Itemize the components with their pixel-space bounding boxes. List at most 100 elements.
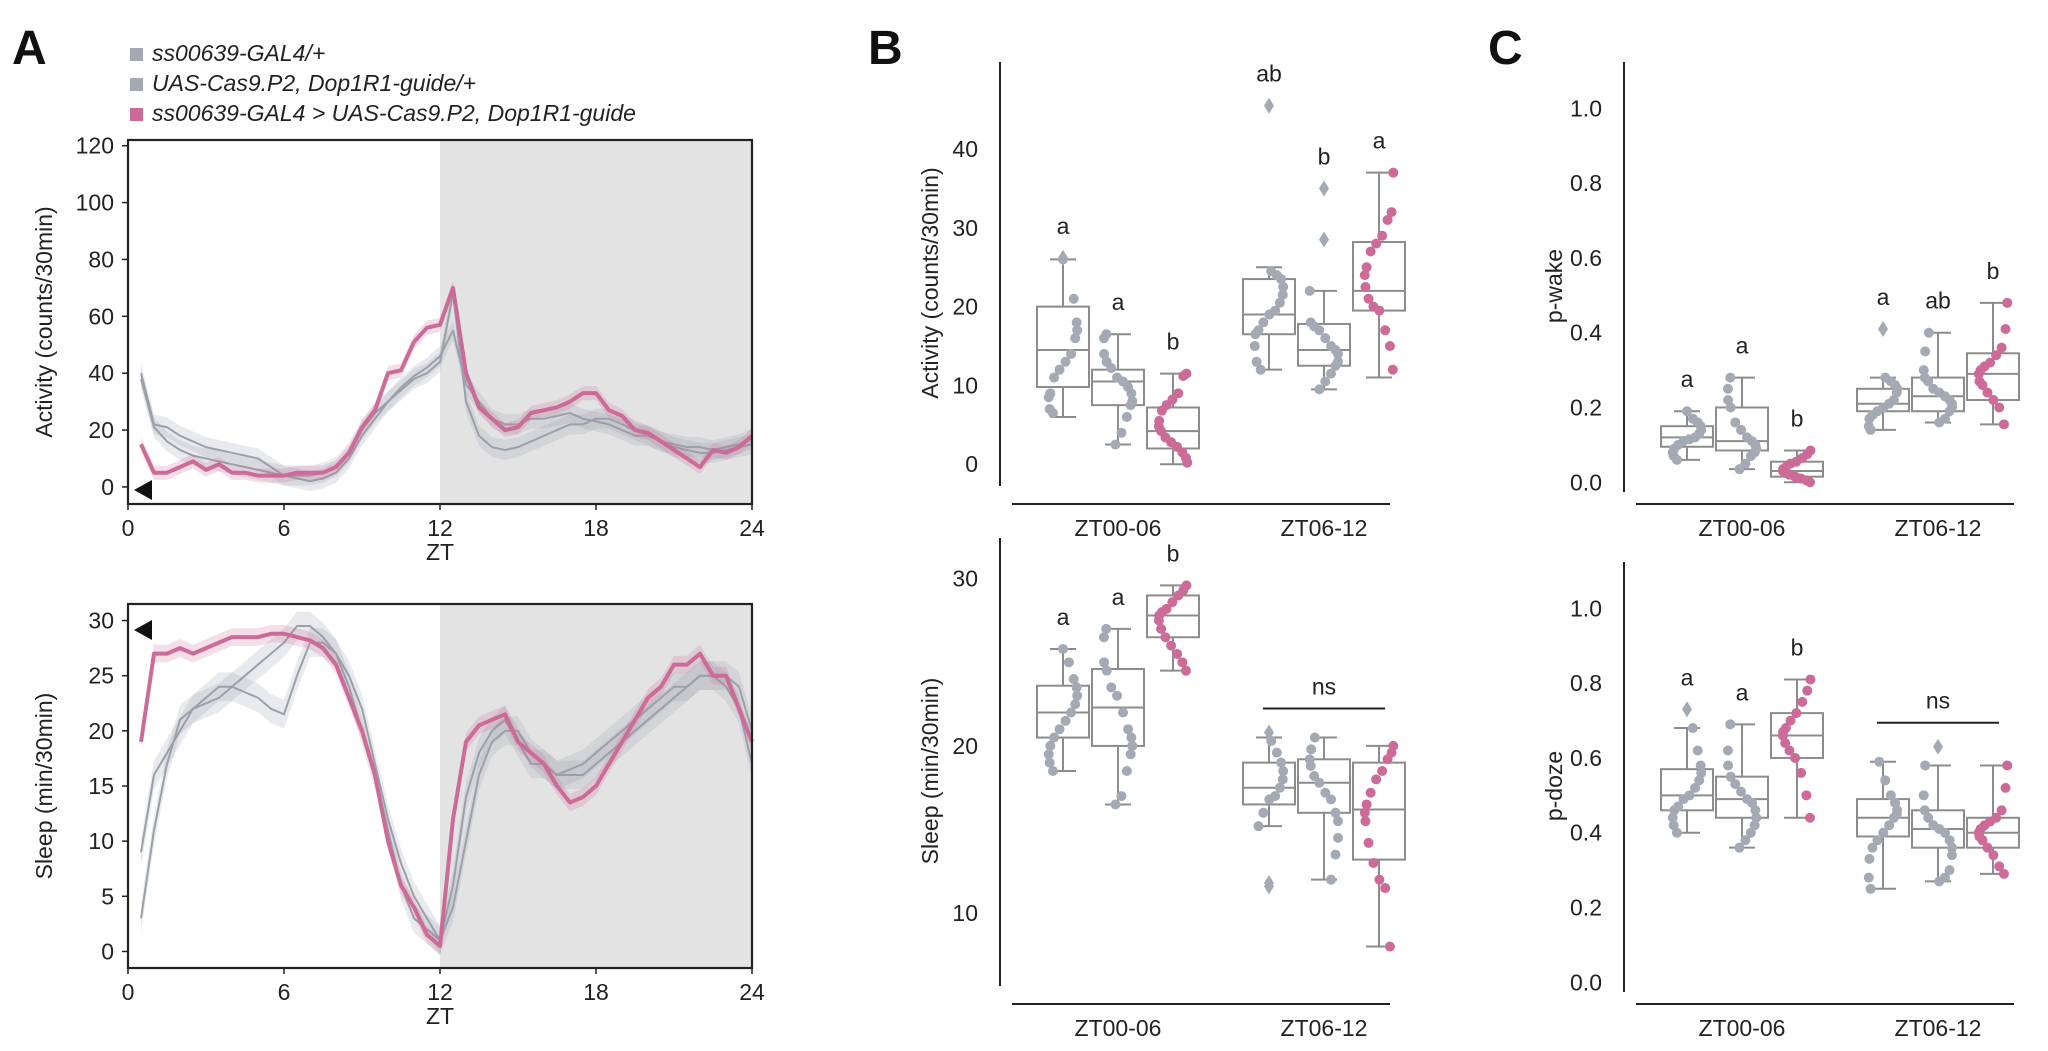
data-point [1382,754,1393,765]
arrowhead-marker [134,620,152,640]
data-point [1099,657,1110,668]
significance-letter: b [1987,258,2000,284]
data-point [1278,281,1289,292]
data-point [1377,230,1388,241]
data-point [1253,821,1264,832]
chart-sleep-timecourse: 0 5 10 15 20 25 30 0 6 12 18 24 ZT Sleep (min/30min) [31,602,765,1029]
y-axis-label: p-wake [1541,249,1567,323]
x-tick-label: ZT00-06 [1699,515,1786,541]
data-point [1982,387,1993,398]
y-tick-label: 30 [88,608,114,634]
data-point [1101,665,1112,676]
legend-label-experimental: ss00639-GAL4 > UAS-Cas9.P2, Dop1R1-guide [152,100,636,126]
data-point [1325,368,1336,379]
y-tick-label: 60 [88,303,114,329]
chart-sleep-boxplot: 10 20 30 Sleep (min/30min) ZT00-06 ZT06-12 a a b… [917,538,1406,1041]
x-axis-label: ZT [426,539,454,565]
series-line-1 [140,641,753,942]
data-point [1934,876,1945,887]
data-point [1690,782,1701,793]
data-point [1722,745,1733,756]
data-point [1946,850,1957,861]
legend-swatch-experimental [130,108,143,121]
y-tick-label: 0 [965,451,978,477]
data-point [1884,820,1895,831]
data-point [1156,405,1167,416]
data-point [1360,281,1371,292]
y-tick-label: 10 [952,900,978,926]
data-point [1060,715,1071,726]
data-point [1264,309,1275,320]
x-tick-label: 18 [583,515,609,541]
data-point [1043,749,1054,760]
data-point [1068,293,1079,304]
data-point [1278,766,1289,776]
data-point [1255,364,1266,375]
data-point [1156,623,1167,634]
data-point [1320,376,1331,387]
data-point [1864,413,1875,424]
data-point [1998,419,2009,430]
dark-phase-shading [440,140,752,504]
data-point [1306,744,1317,755]
x-tick-label: ZT06-12 [1895,1015,1982,1041]
data-point [1330,807,1341,818]
data-point [1692,745,1703,756]
data-point [1118,707,1129,718]
data-point [1172,648,1183,659]
y-tick-label: 100 [76,190,114,216]
x-tick-label: 0 [122,515,135,541]
data-point [1994,402,2005,413]
significance-letter: b [1791,634,1804,660]
data-point [1671,827,1682,838]
ns-label: ns [1926,688,1950,714]
data-point [1178,370,1189,381]
data-point [1749,820,1760,831]
data-point [1865,883,1876,894]
data-point [1751,812,1762,823]
x-tick-label: ZT00-06 [1075,1015,1162,1041]
significance-letter: a [1112,289,1125,315]
y-tick-label: 15 [88,773,114,799]
data-point [1918,790,1929,801]
data-point [1723,760,1734,771]
data-point [1923,327,1934,338]
legend: ss00639-GAL4/+ UAS-Cas9.P2, Dop1R1-guide… [130,40,636,126]
data-point [1750,805,1761,816]
data-point [1049,372,1060,383]
data-point [1251,356,1262,367]
data-point [1878,827,1889,838]
y-tick-label: 10 [952,372,978,398]
chart-pdoze-boxplot: 0.0 0.2 0.4 0.6 0.8 1.0 p-doze ZT00-06 ZT06-12 a a… [1541,562,2020,1041]
data-point [1384,941,1395,952]
x-tick-label: 12 [427,515,453,541]
data-point [1153,615,1164,626]
data-point [1314,325,1325,336]
data-point [1101,623,1112,634]
y-tick-label: 0.4 [1570,820,1602,846]
box [1660,768,1714,812]
data-point [1387,364,1398,375]
data-point [1745,827,1756,838]
x-tick-label: ZT00-06 [1699,1015,1786,1041]
y-tick-label: 0.8 [1570,670,1602,696]
data-point [1098,632,1109,643]
data-point [1671,454,1682,465]
box [1242,278,1296,336]
data-point [1785,715,1796,726]
series-line-2 [139,285,754,478]
data-point [1277,774,1288,785]
data-point [1944,406,1955,417]
data-point [1784,745,1795,756]
data-point [1996,342,2007,353]
outlier-point [1264,878,1274,895]
ns-label: ns [1312,674,1336,700]
data-point [1068,674,1079,685]
data-point [1110,439,1121,450]
data-point [1332,816,1343,827]
data-point [1694,775,1705,786]
data-point [2000,323,2011,334]
significance-letter: ab [1256,61,1282,87]
data-point [1695,760,1706,771]
data-point [1988,395,1999,406]
